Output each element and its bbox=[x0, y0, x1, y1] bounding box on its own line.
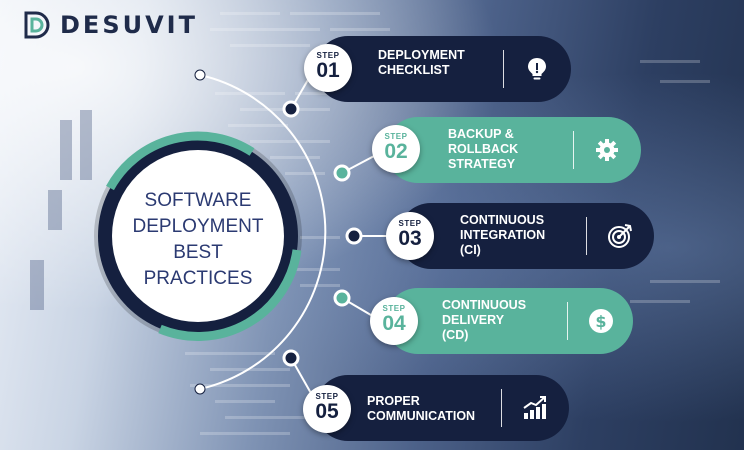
step-01-badge: STEP 01 bbox=[304, 44, 352, 92]
step-03-number: 03 bbox=[398, 227, 422, 250]
growth-chart-icon bbox=[523, 396, 546, 419]
step-03-label: STEP bbox=[398, 219, 422, 228]
step-02-title-line: ROLLBACK bbox=[448, 142, 519, 156]
step-03-title-line: INTEGRATION bbox=[460, 228, 546, 242]
step-01-label: STEP bbox=[316, 51, 340, 60]
step-05-label: STEP bbox=[315, 392, 339, 401]
svg-text:$: $ bbox=[595, 312, 606, 331]
step-02-divider bbox=[573, 131, 574, 169]
lightbulb-icon bbox=[528, 58, 546, 80]
center-title-line: PRACTICES bbox=[143, 268, 253, 289]
step-05-number: 05 bbox=[315, 400, 339, 423]
logo-mark-icon bbox=[24, 11, 50, 39]
connector-end-bottom bbox=[194, 383, 206, 395]
step-01-number: 01 bbox=[316, 59, 340, 82]
step-02-label: STEP bbox=[384, 132, 408, 141]
center-circle-face bbox=[112, 150, 284, 322]
step-03-badge: STEP 03 bbox=[386, 212, 434, 260]
node-dot-03 bbox=[345, 227, 363, 245]
brand-name: DESUVIT bbox=[60, 11, 198, 39]
step-02-badge: STEP 02 bbox=[372, 125, 420, 173]
step-03-title-line: (CI) bbox=[460, 243, 481, 257]
connector-end-top bbox=[194, 69, 206, 81]
step-04-number: 04 bbox=[382, 312, 406, 335]
node-dot-02 bbox=[333, 164, 351, 182]
center-title-line: DEPLOYMENT bbox=[132, 216, 264, 237]
step-05-title-line: PROPER bbox=[367, 394, 420, 408]
step-05-title-line: COMMUNICATION bbox=[367, 409, 476, 423]
step-04-divider bbox=[567, 302, 568, 340]
step-02-number: 02 bbox=[384, 140, 408, 163]
step-05-card: PROPER COMMUNICATION bbox=[315, 375, 569, 441]
center-circle-teal-arc-lower bbox=[158, 249, 302, 341]
step-04-label: STEP bbox=[382, 304, 406, 313]
step-04-badge: STEP 04 bbox=[370, 297, 418, 345]
step-04-title-line: (CD) bbox=[442, 328, 469, 342]
center-title: SOFTWARE DEPLOYMENT BEST PRACTICES bbox=[118, 188, 278, 292]
step-01-card: DEPLOYMENT CHECKLIST bbox=[315, 36, 571, 102]
step-01-title-line: DEPLOYMENT bbox=[378, 48, 465, 62]
step-02-title-line: BACKUP & bbox=[448, 127, 514, 141]
step-05-divider bbox=[501, 389, 502, 427]
step-03-title-line: CONTINUOUS bbox=[460, 213, 545, 227]
node-dot-04 bbox=[333, 289, 351, 307]
node-dot-05 bbox=[282, 349, 300, 367]
step-01-divider bbox=[503, 50, 504, 88]
center-circle-teal-arc bbox=[106, 131, 255, 191]
step-04-title-line: CONTINUOUS bbox=[442, 298, 527, 312]
brand-logo: DESUVIT bbox=[22, 10, 198, 40]
node-dot-01 bbox=[282, 100, 300, 118]
gear-icon bbox=[596, 139, 618, 161]
step-02-title-line: STRATEGY bbox=[448, 157, 516, 171]
step-01-title-line: CHECKLIST bbox=[378, 63, 450, 77]
connector-arc bbox=[199, 74, 327, 390]
step-03-card: CONTINUOUS INTEGRATION (CI) bbox=[398, 203, 654, 269]
step-02-card: BACKUP & ROLLBACK STRATEGY bbox=[385, 117, 641, 183]
target-icon bbox=[608, 224, 632, 248]
step-05-badge: STEP 05 bbox=[303, 385, 351, 433]
center-title-line: SOFTWARE bbox=[144, 190, 252, 211]
step-04-title-line: DELIVERY bbox=[442, 313, 505, 327]
step-04-card: CONTINUOUS DELIVERY (CD) $ bbox=[385, 288, 633, 354]
step-03-divider bbox=[586, 217, 587, 255]
dollar-coin-icon: $ bbox=[589, 309, 613, 333]
center-title-line: BEST bbox=[173, 242, 223, 263]
